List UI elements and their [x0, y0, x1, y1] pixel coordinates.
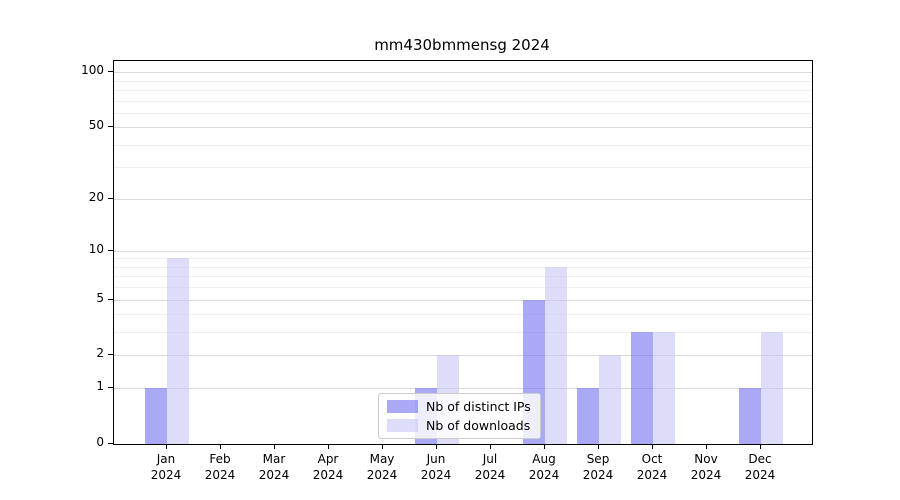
- legend-swatch-downloads: [387, 419, 418, 432]
- legend-label-distinct-ips: Nb of distinct IPs: [426, 399, 531, 414]
- gridline-major: [114, 251, 812, 252]
- gridline-minor: [114, 332, 812, 333]
- y-tick-mark: [108, 126, 113, 127]
- legend-item-downloads: Nb of downloads: [387, 418, 531, 433]
- y-tick-mark: [108, 250, 113, 251]
- x-tick-label: Jan 2024: [150, 452, 182, 483]
- gridline-major: [114, 388, 812, 389]
- x-tick-mark: [166, 444, 167, 449]
- y-tick-label: 1: [96, 379, 104, 394]
- gridline-minor: [114, 287, 812, 288]
- gridline-minor: [114, 258, 812, 259]
- legend-swatch-distinct-ips: [387, 400, 418, 413]
- plot-area: [113, 60, 813, 445]
- bar-distinct-ips-dec: [739, 388, 761, 444]
- bar-downloads-oct: [653, 332, 675, 444]
- gridline-minor: [114, 314, 812, 315]
- x-tick-mark: [274, 444, 275, 449]
- y-tick-mark: [108, 443, 113, 444]
- gridline-major: [114, 127, 812, 128]
- x-tick-label: Jun 2024: [420, 452, 452, 483]
- gridline-minor: [114, 81, 812, 82]
- gridline-minor: [114, 267, 812, 268]
- gridline-minor: [114, 113, 812, 114]
- x-tick-mark: [490, 444, 491, 449]
- y-tick-label: 100: [81, 63, 104, 78]
- x-tick-label: May 2024: [366, 452, 398, 483]
- x-tick-label: Apr 2024: [312, 452, 344, 483]
- gridline-major: [114, 355, 812, 356]
- y-tick-label: 0: [96, 435, 104, 449]
- gridline-minor: [114, 145, 812, 146]
- x-tick-mark: [382, 444, 383, 449]
- bar-distinct-ips-sep: [577, 388, 599, 444]
- gridline-minor: [114, 90, 812, 91]
- gridline-minor: [114, 167, 812, 168]
- y-tick-mark: [108, 354, 113, 355]
- y-tick-label: 50: [88, 118, 104, 133]
- x-tick-label: Jul 2024: [474, 452, 506, 483]
- bar-downloads-dec: [761, 332, 783, 444]
- legend-item-distinct-ips: Nb of distinct IPs: [387, 399, 531, 414]
- x-tick-label: Nov 2024: [690, 452, 722, 483]
- x-tick-mark: [436, 444, 437, 449]
- y-tick-mark: [108, 71, 113, 72]
- legend: Nb of distinct IPs Nb of downloads: [378, 393, 541, 439]
- y-tick-mark: [108, 387, 113, 388]
- x-tick-mark: [760, 444, 761, 449]
- x-tick-label: Mar 2024: [258, 452, 290, 483]
- y-tick-label: 10: [88, 241, 104, 256]
- bar-distinct-ips-jan: [145, 388, 167, 444]
- x-tick-label: Oct 2024: [636, 452, 668, 483]
- y-tick-mark: [108, 299, 113, 300]
- bar-downloads-jan: [167, 258, 189, 444]
- gridline-major: [114, 72, 812, 73]
- legend-label-downloads: Nb of downloads: [426, 418, 531, 433]
- x-tick-mark: [652, 444, 653, 449]
- chart-title: mm430bmmensg 2024: [374, 36, 550, 54]
- gridline-minor: [114, 101, 812, 102]
- x-tick-label: Feb 2024: [204, 452, 236, 483]
- y-tick-mark: [108, 198, 113, 199]
- gridline-major: [114, 300, 812, 301]
- x-tick-label: Sep 2024: [582, 452, 614, 483]
- y-tick-label: 20: [88, 189, 104, 204]
- bar-downloads-sep: [599, 355, 621, 444]
- gridline-major: [114, 199, 812, 200]
- x-tick-mark: [220, 444, 221, 449]
- x-tick-mark: [706, 444, 707, 449]
- x-tick-label: Aug 2024: [528, 452, 560, 483]
- x-tick-mark: [598, 444, 599, 449]
- gridline-minor: [114, 276, 812, 277]
- bar-downloads-aug: [545, 267, 567, 444]
- y-tick-label: 2: [96, 346, 104, 361]
- x-tick-mark: [328, 444, 329, 449]
- x-tick-label: Dec 2024: [744, 452, 776, 483]
- x-tick-mark: [544, 444, 545, 449]
- bar-distinct-ips-oct: [631, 332, 653, 444]
- y-tick-label: 5: [96, 290, 104, 305]
